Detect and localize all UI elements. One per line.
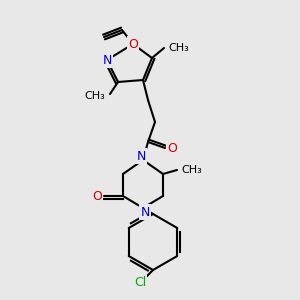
Text: Cl: Cl — [134, 275, 146, 289]
Text: O: O — [167, 142, 177, 154]
Text: O: O — [128, 38, 138, 50]
Text: N: N — [136, 149, 146, 163]
Text: N: N — [102, 53, 112, 67]
Text: CH₃: CH₃ — [84, 91, 105, 101]
Text: CH₃: CH₃ — [168, 43, 189, 53]
Text: O: O — [92, 190, 102, 202]
Text: CH₃: CH₃ — [181, 165, 202, 175]
Text: N: N — [140, 206, 150, 218]
